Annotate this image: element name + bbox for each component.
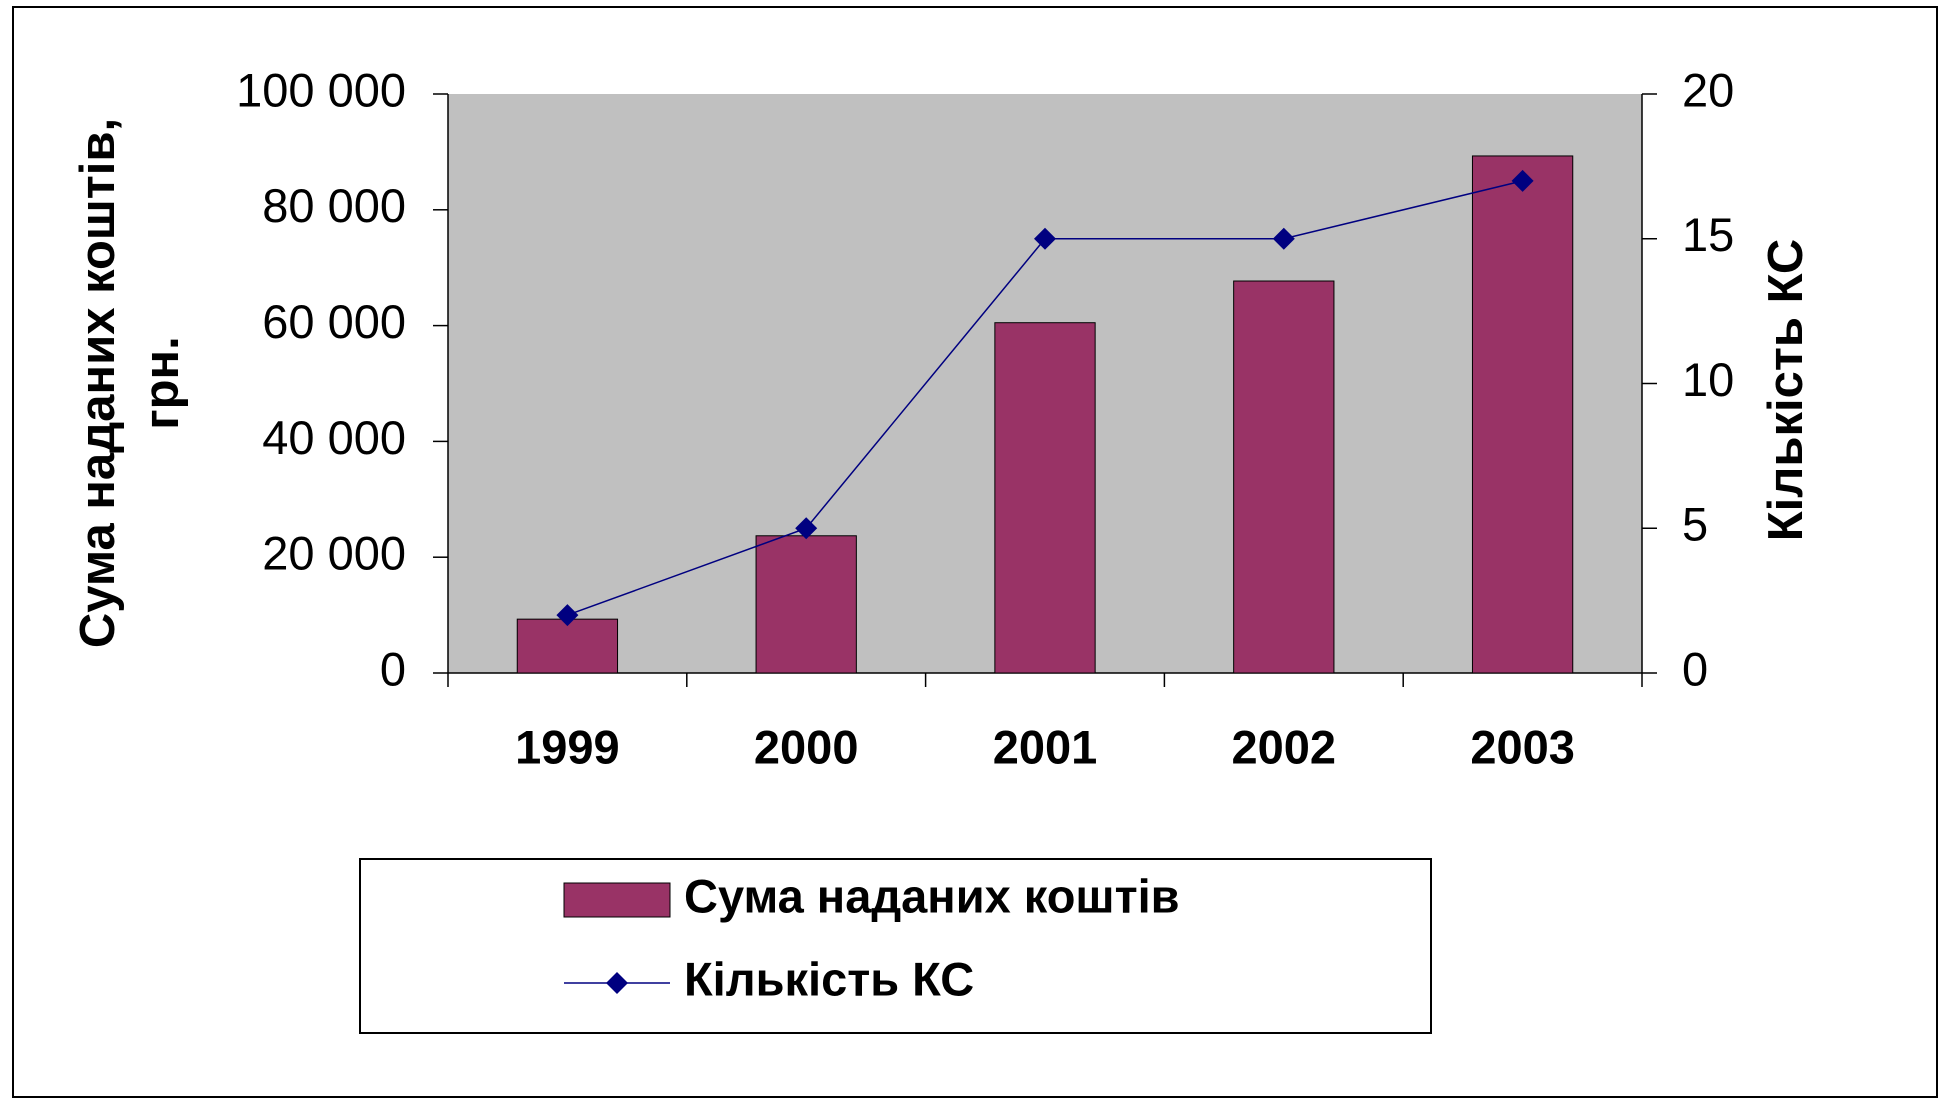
bar <box>755 535 857 674</box>
y-tick-label: 60 000 <box>262 295 406 348</box>
y2-tick-label: 20 <box>1682 63 1734 116</box>
marker <box>1511 169 1534 192</box>
legend-box <box>359 858 1432 1034</box>
legend-marker <box>606 972 628 994</box>
bar <box>1471 155 1574 674</box>
x-tick-label: 2001 <box>993 720 1098 773</box>
y-tick-label: 20 000 <box>262 527 406 580</box>
y-tick-label: 40 000 <box>262 411 406 464</box>
x-tick-label: 2003 <box>1470 720 1575 773</box>
y-tick-label: 80 000 <box>262 179 406 232</box>
y2-axis-title: Кількість КС <box>1759 239 1813 542</box>
y2-tick-label: 15 <box>1682 208 1734 261</box>
y-tick-label: 0 <box>380 642 406 695</box>
y2-tick-label: 0 <box>1682 642 1708 695</box>
y-axis-title: Сума наданих коштів, <box>71 118 125 648</box>
legend-swatch <box>563 882 671 918</box>
y2-tick-label: 10 <box>1682 353 1734 406</box>
x-tick-label: 1999 <box>515 720 620 773</box>
chart-border <box>12 6 1938 1098</box>
x-tick-label: 2000 <box>754 720 859 773</box>
y-tick-label: 100 000 <box>236 63 406 116</box>
legend-label: Сума наданих коштів <box>684 869 1180 922</box>
bar <box>516 618 619 674</box>
marker <box>1034 227 1056 250</box>
marker <box>556 604 579 627</box>
marker <box>795 517 818 540</box>
bar <box>994 322 1096 674</box>
y2-tick-label: 5 <box>1682 498 1708 551</box>
y-axis-title: грн. <box>135 336 189 430</box>
bar <box>1233 280 1335 674</box>
x-tick-label: 2002 <box>1232 720 1337 773</box>
legend-label: Кількість КС <box>684 952 974 1005</box>
marker <box>1272 227 1295 250</box>
